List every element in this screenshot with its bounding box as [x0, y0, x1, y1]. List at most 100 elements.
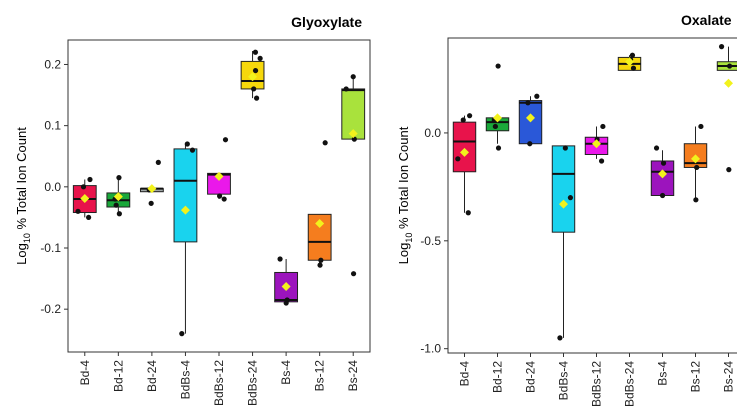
data-point [343, 86, 349, 92]
data-point [252, 49, 259, 55]
data-point [116, 211, 122, 217]
glyoxylate-x-tick-label: Bs-24 [346, 360, 360, 392]
oxalate-title: Oxalate [681, 12, 732, 28]
oxalate-box-bd-24 [518, 93, 543, 147]
data-point [350, 74, 356, 80]
data-point [492, 123, 498, 130]
oxalate-x-tick-label: Bs-4 [656, 361, 670, 386]
data-point [534, 93, 540, 99]
oxalate-plot-frame [447, 37, 737, 354]
data-point [718, 44, 725, 50]
data-point [80, 184, 87, 190]
data-point [155, 159, 161, 165]
data-point [467, 113, 473, 119]
oxalate-box-bs-12 [683, 123, 708, 203]
glyoxylate-y-tick-label: -0.1 [40, 241, 61, 255]
glyoxylate-y-tick-label: 0.2 [44, 57, 61, 71]
mean-marker [281, 282, 291, 292]
data-point [253, 95, 260, 101]
mean-marker [348, 129, 358, 139]
glyoxylate-x-tick-label: BdBs-24 [246, 360, 260, 406]
glyoxylate-box-bdbs-24 [240, 49, 265, 101]
mean-marker [113, 192, 123, 202]
glyoxylate-x-tick-label: BdBs-4 [178, 360, 192, 400]
mean-marker [724, 78, 733, 88]
oxalate-box-bs-24 [716, 44, 737, 173]
data-point [693, 197, 699, 203]
data-point [322, 140, 328, 146]
data-point [465, 210, 471, 216]
data-point [251, 86, 257, 92]
oxalate-x-tick-label: BdBs-12 [590, 361, 604, 407]
mean-marker [658, 169, 667, 179]
data-point [460, 117, 466, 123]
glyoxylate-x-tick-label: Bd-4 [78, 360, 92, 386]
data-point [525, 100, 531, 106]
oxalate-x-tick-label: BdBs-24 [623, 361, 637, 407]
data-point [653, 145, 660, 151]
data-point [495, 145, 502, 151]
box [551, 145, 576, 233]
data-point [694, 164, 700, 171]
data-point [726, 167, 732, 173]
data-point [86, 214, 92, 221]
mean-marker [180, 205, 190, 215]
data-point [75, 208, 81, 214]
mean-marker [625, 57, 634, 67]
data-point [557, 335, 563, 341]
mean-marker [80, 193, 90, 203]
oxalate-x-tick-label: Bs-24 [722, 361, 736, 393]
mean-marker [493, 113, 502, 123]
data-point [698, 123, 704, 130]
data-point [562, 145, 568, 151]
data-point [113, 202, 119, 208]
data-point [567, 195, 574, 201]
oxalate-y-tick-label: 0.0 [424, 126, 441, 140]
glyoxylate-box-bdbs-12 [207, 137, 231, 202]
mean-marker [248, 72, 258, 82]
oxalate-box-bs-4 [650, 145, 675, 199]
data-point [277, 256, 283, 262]
data-point [252, 67, 259, 74]
glyoxylate-x-tick-label: BdBs-12 [212, 360, 226, 406]
glyoxylate-box-bs-4 [274, 256, 299, 306]
oxalate-box-bdbs-4 [551, 145, 576, 341]
glyoxylate-y-tick-label: -0.2 [40, 302, 61, 316]
mean-marker [214, 171, 224, 181]
glyoxylate-box-bs-12 [307, 140, 332, 268]
data-point [660, 160, 667, 166]
data-point [659, 192, 666, 199]
data-point [189, 147, 196, 153]
data-point [527, 141, 533, 147]
data-point [318, 257, 324, 263]
glyoxylate-title: Glyoxylate [291, 14, 362, 30]
mean-marker [315, 219, 325, 229]
box [452, 121, 477, 173]
data-point [495, 63, 501, 69]
data-point [600, 123, 606, 130]
glyoxylate-box-bd-24 [139, 159, 164, 206]
data-point [284, 297, 290, 303]
data-point [217, 193, 223, 199]
glyoxylate-y-tick-label: 0.0 [44, 180, 61, 194]
mean-marker [526, 113, 535, 123]
data-point [629, 52, 636, 58]
data-point [87, 176, 93, 183]
data-point [598, 158, 605, 164]
mean-marker [559, 199, 568, 209]
oxalate-x-tick-label: Bd-12 [491, 361, 505, 393]
data-point [179, 331, 185, 337]
glyoxylate-box-bd-12 [106, 175, 131, 217]
mean-marker [147, 184, 157, 194]
mean-marker [592, 139, 601, 149]
glyoxylate-box-bdbs-4 [173, 141, 198, 337]
data-point [317, 262, 323, 268]
glyoxylate-x-tick-label: Bd-12 [111, 360, 125, 392]
oxalate-box-bd-12 [485, 63, 510, 151]
data-point [222, 137, 229, 143]
oxalate-box-bd-4 [452, 113, 477, 216]
oxalate-x-tick-label: Bd-24 [524, 361, 538, 393]
box [173, 148, 198, 243]
glyoxylate-panel: Glyoxylate Log10 % Total Ion Count -0.2 -0.… [14, 14, 371, 406]
